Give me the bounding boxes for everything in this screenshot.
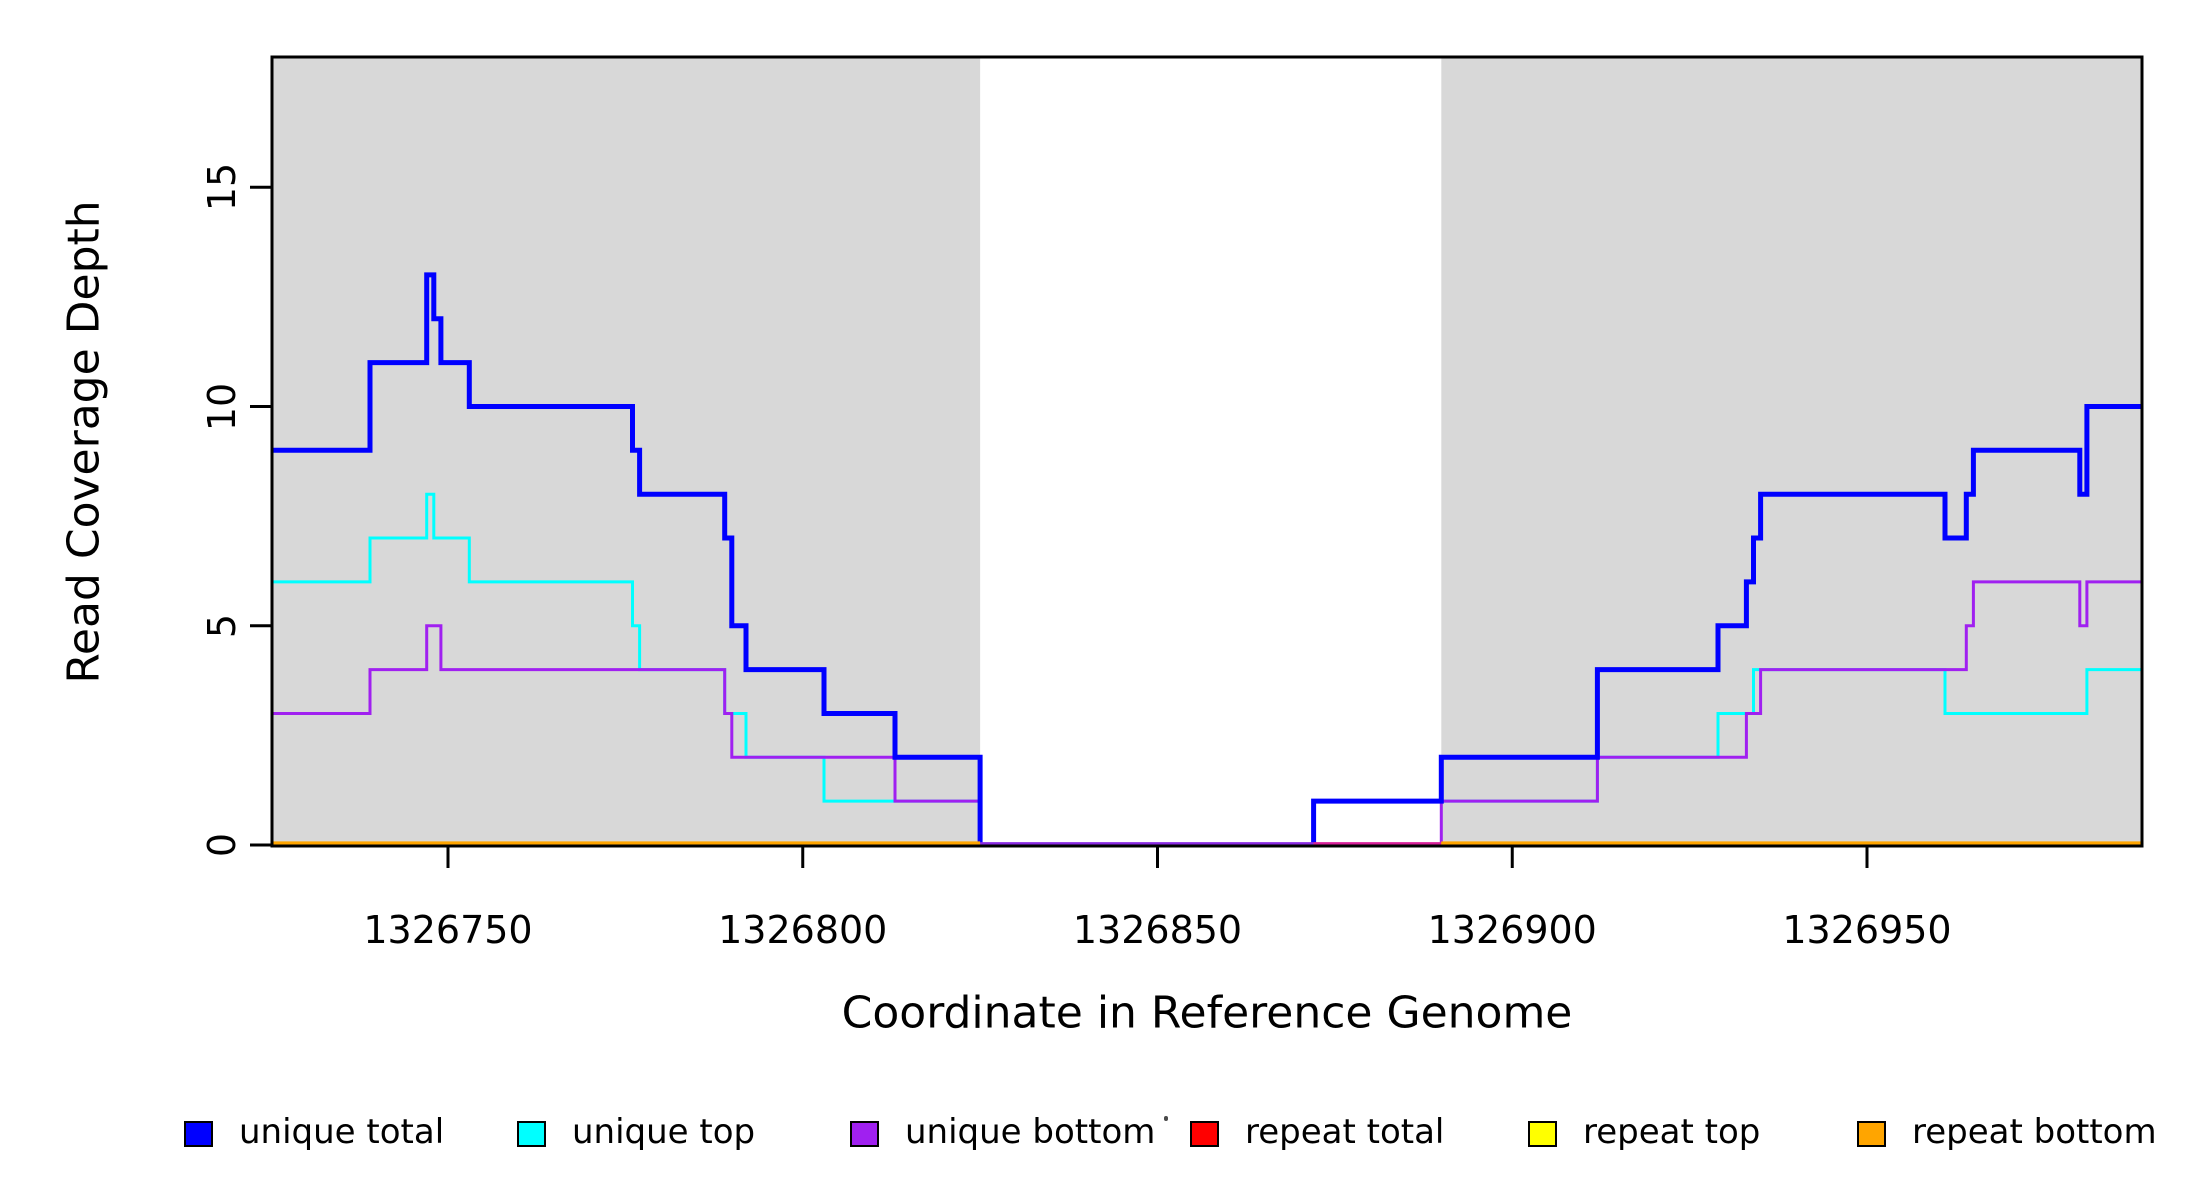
x-tick-label: 1326950 <box>1782 908 1952 952</box>
x-tick-label: 1326900 <box>1427 908 1597 952</box>
legend-label: unique total <box>239 1112 445 1152</box>
legend-swatch-repeat-top <box>1528 1121 1557 1147</box>
legend-label: repeat total <box>1245 1112 1445 1152</box>
legend-label: unique top <box>572 1112 756 1152</box>
shaded-region-0 <box>272 57 981 846</box>
x-tick-label: 1326800 <box>718 908 888 952</box>
x-tick-label: 1326750 <box>363 908 533 952</box>
legend-label: unique bottom <box>905 1112 1156 1152</box>
legend-swatch-unique-bottom <box>850 1121 879 1147</box>
y-tick-label: 5 <box>200 613 244 638</box>
legend-swatch-repeat-bottom <box>1857 1121 1886 1147</box>
legend-label: repeat top <box>1583 1112 1761 1152</box>
y-tick-label: 0 <box>200 832 244 858</box>
x-axis-title: Coordinate in Reference Genome <box>841 987 1573 1039</box>
series-line-unique-total <box>272 272 2142 846</box>
series-line-unique-bottom <box>272 580 2142 846</box>
legend-label: repeat bottom <box>1912 1112 2157 1152</box>
y-axis-title: Read Coverage Depth <box>58 200 110 684</box>
legend-swatch-unique-top <box>517 1121 546 1147</box>
legend-swatch-repeat-total <box>1190 1121 1219 1147</box>
x-tick-label: 1326850 <box>1072 908 1243 952</box>
stray-mark <box>1164 1116 1168 1121</box>
y-tick-label: 10 <box>200 382 244 431</box>
y-tick-label: 15 <box>200 163 244 212</box>
plot-border <box>270 55 2144 848</box>
legend-swatch-unique-total <box>184 1121 213 1147</box>
